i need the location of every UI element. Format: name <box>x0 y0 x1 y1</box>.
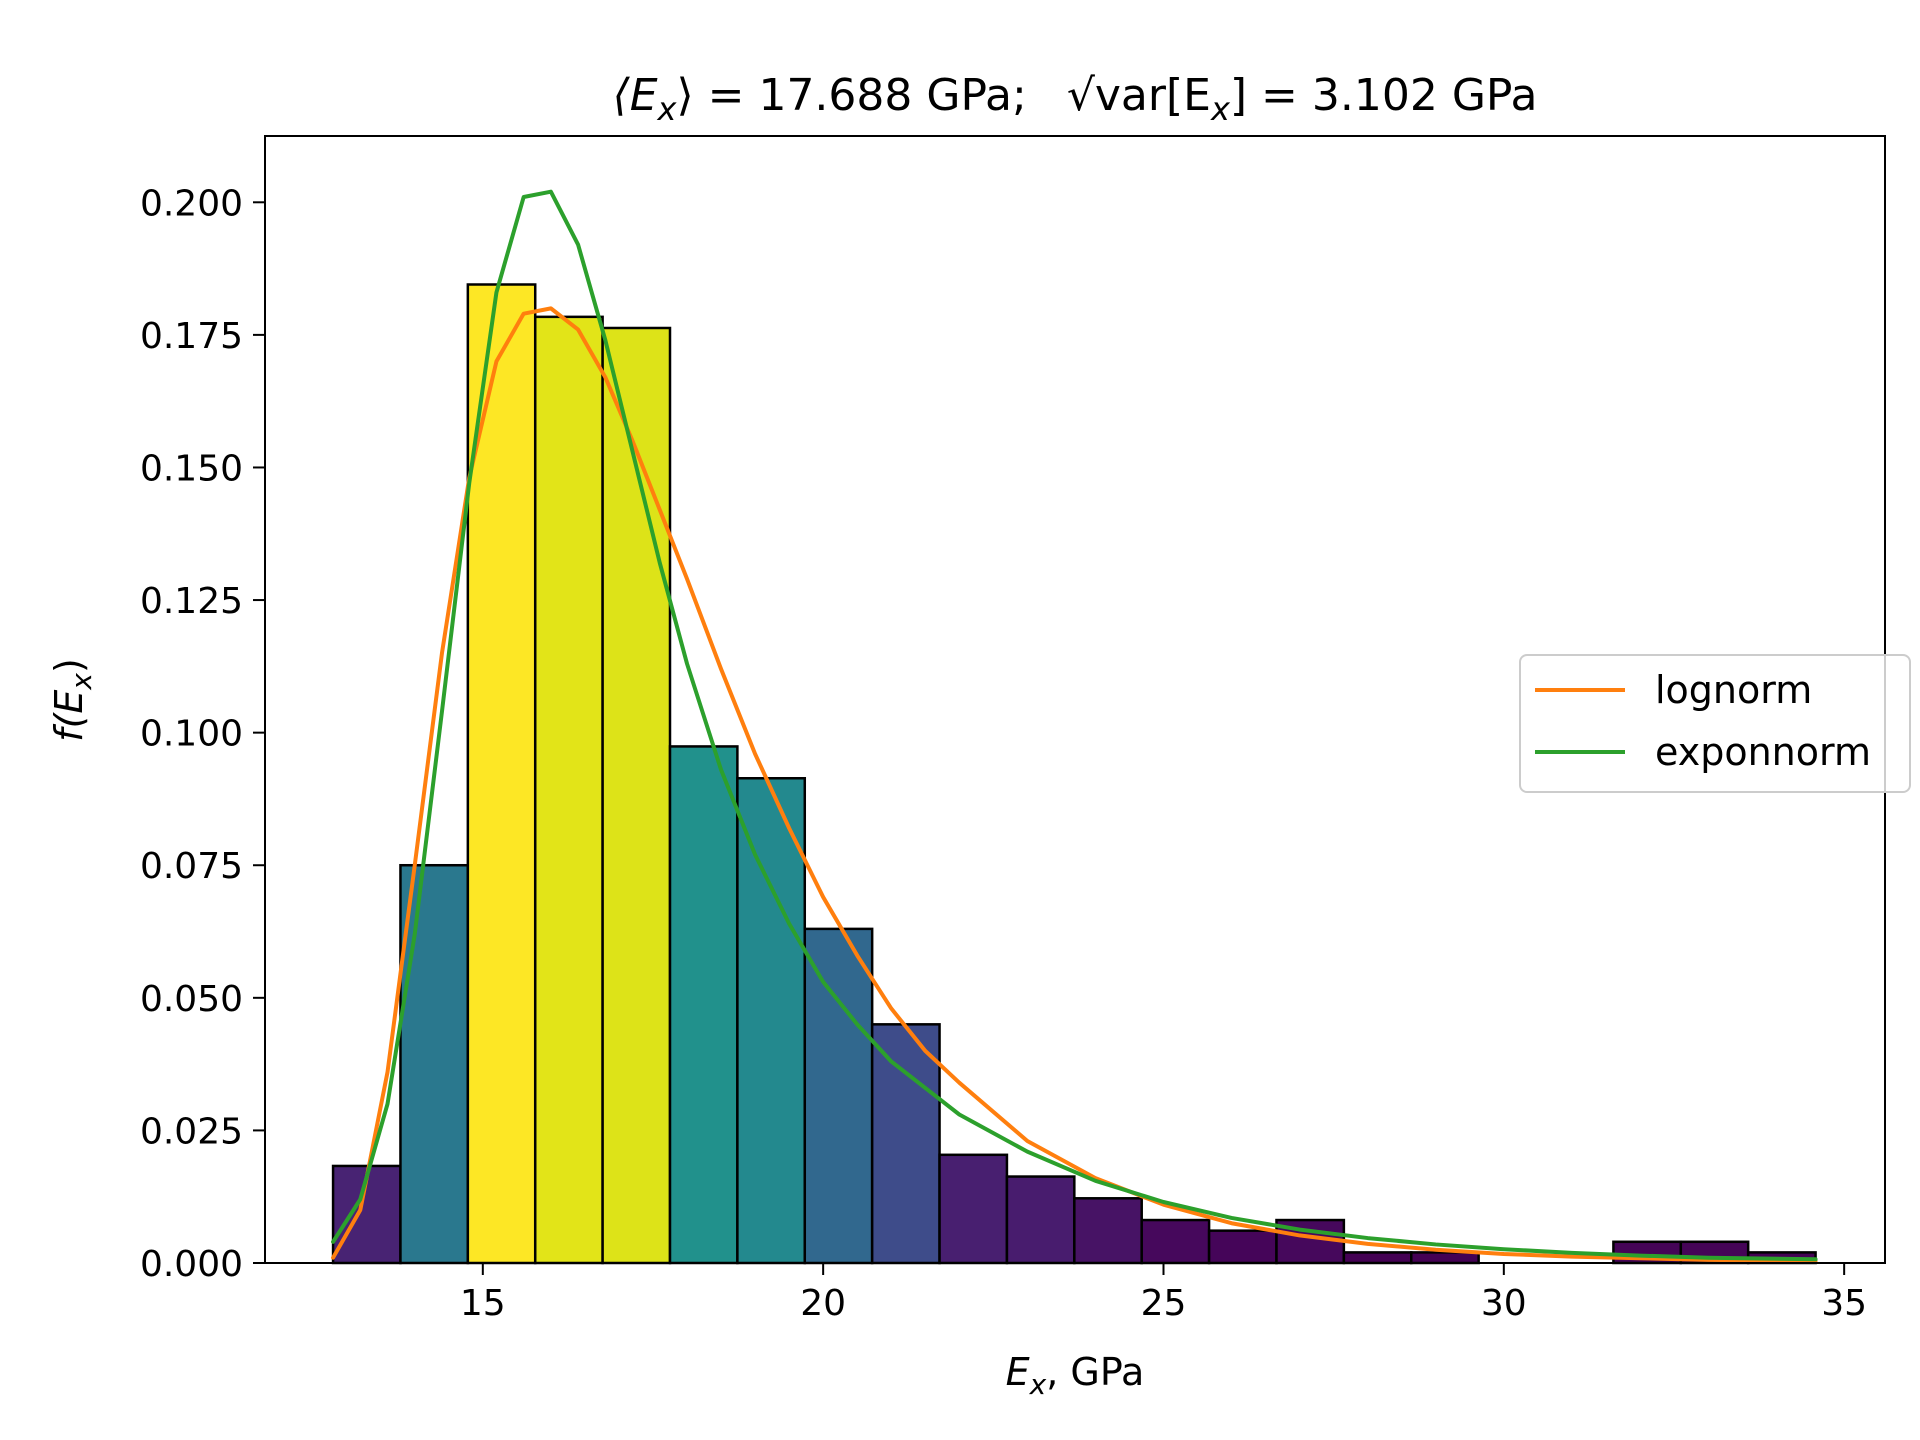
y-tick-label: 0.050 <box>140 979 243 1020</box>
series-line-exponnorm <box>331 189 1818 1262</box>
histogram-bar <box>1207 1229 1278 1265</box>
x-axis-label-sub: x <box>1029 1368 1047 1401</box>
x-tick-label: 25 <box>1141 1283 1187 1324</box>
histogram-bar <box>399 863 470 1265</box>
histogram-bar <box>1410 1251 1480 1265</box>
histogram-bar <box>1140 1218 1211 1265</box>
histogram-bar <box>533 315 604 1265</box>
y-axis-label: f(Ex) <box>47 658 98 742</box>
y-tick-label: 0.200 <box>140 183 243 224</box>
fit-lines <box>331 189 1818 1263</box>
x-axis-label: Ex, GPa <box>1006 1350 1145 1401</box>
y-ticks: 0.000 0.025 0.050 0.075 0.100 0.125 0.150 0.175… <box>140 183 265 1285</box>
title-sqrt-sign: √ <box>1067 70 1096 121</box>
histogram-bar <box>668 745 739 1265</box>
histogram-bar <box>870 1023 941 1265</box>
y-tick-label: 0.100 <box>140 714 243 755</box>
y-axis-label-sub: x <box>65 673 98 691</box>
histogram-bars <box>331 283 1817 1265</box>
x-axis-label-main: E <box>1006 1350 1030 1394</box>
x-axis-label-rest: , GPa <box>1046 1350 1144 1394</box>
y-axis-label-main: f(E <box>47 690 91 742</box>
chart-title: ⟨Ex⟩ = 17.688 GPa; √var[Ex] = 3.102 GPa <box>613 70 1538 128</box>
y-tick-label: 0.025 <box>140 1111 243 1152</box>
y-tick-label: 0.175 <box>140 316 243 357</box>
x-ticks: 15 20 25 30 35 <box>460 1263 1867 1324</box>
histogram-bar <box>1342 1251 1413 1265</box>
title-mean-sub: x <box>657 90 678 128</box>
x-tick-label: 20 <box>800 1283 846 1324</box>
title-std-rest: ] = 3.102 GPa <box>1230 70 1538 121</box>
legend-label-lognorm: lognorm <box>1655 668 1812 712</box>
histogram-bar <box>803 927 874 1265</box>
histogram-bar <box>1073 1197 1143 1265</box>
title-mean-part: ⟨E <box>613 70 658 121</box>
histogram-bar <box>466 283 537 1265</box>
y-tick-label: 0.075 <box>140 846 243 887</box>
x-tick-label: 35 <box>1821 1283 1867 1324</box>
histogram-bar <box>938 1153 1009 1265</box>
x-tick-label: 30 <box>1481 1283 1527 1324</box>
y-axis-label-rest: ) <box>47 658 91 673</box>
histogram-bar <box>736 777 807 1265</box>
title-std-sub: x <box>1210 90 1231 128</box>
legend-label-exponnorm: exponnorm <box>1655 730 1871 774</box>
title-mean-rest: ⟩ = 17.688 GPa; <box>676 70 1026 121</box>
y-tick-label: 0.150 <box>140 448 243 489</box>
series-line-lognorm <box>331 306 1818 1263</box>
y-tick-label: 0.125 <box>140 581 243 622</box>
title-std-part: var[E <box>1095 70 1211 121</box>
x-tick-label: 15 <box>460 1283 506 1324</box>
histogram-bar <box>1005 1175 1076 1265</box>
legend: lognorm exponnorm <box>1519 654 1911 793</box>
y-tick-label: 0.000 <box>140 1244 243 1285</box>
